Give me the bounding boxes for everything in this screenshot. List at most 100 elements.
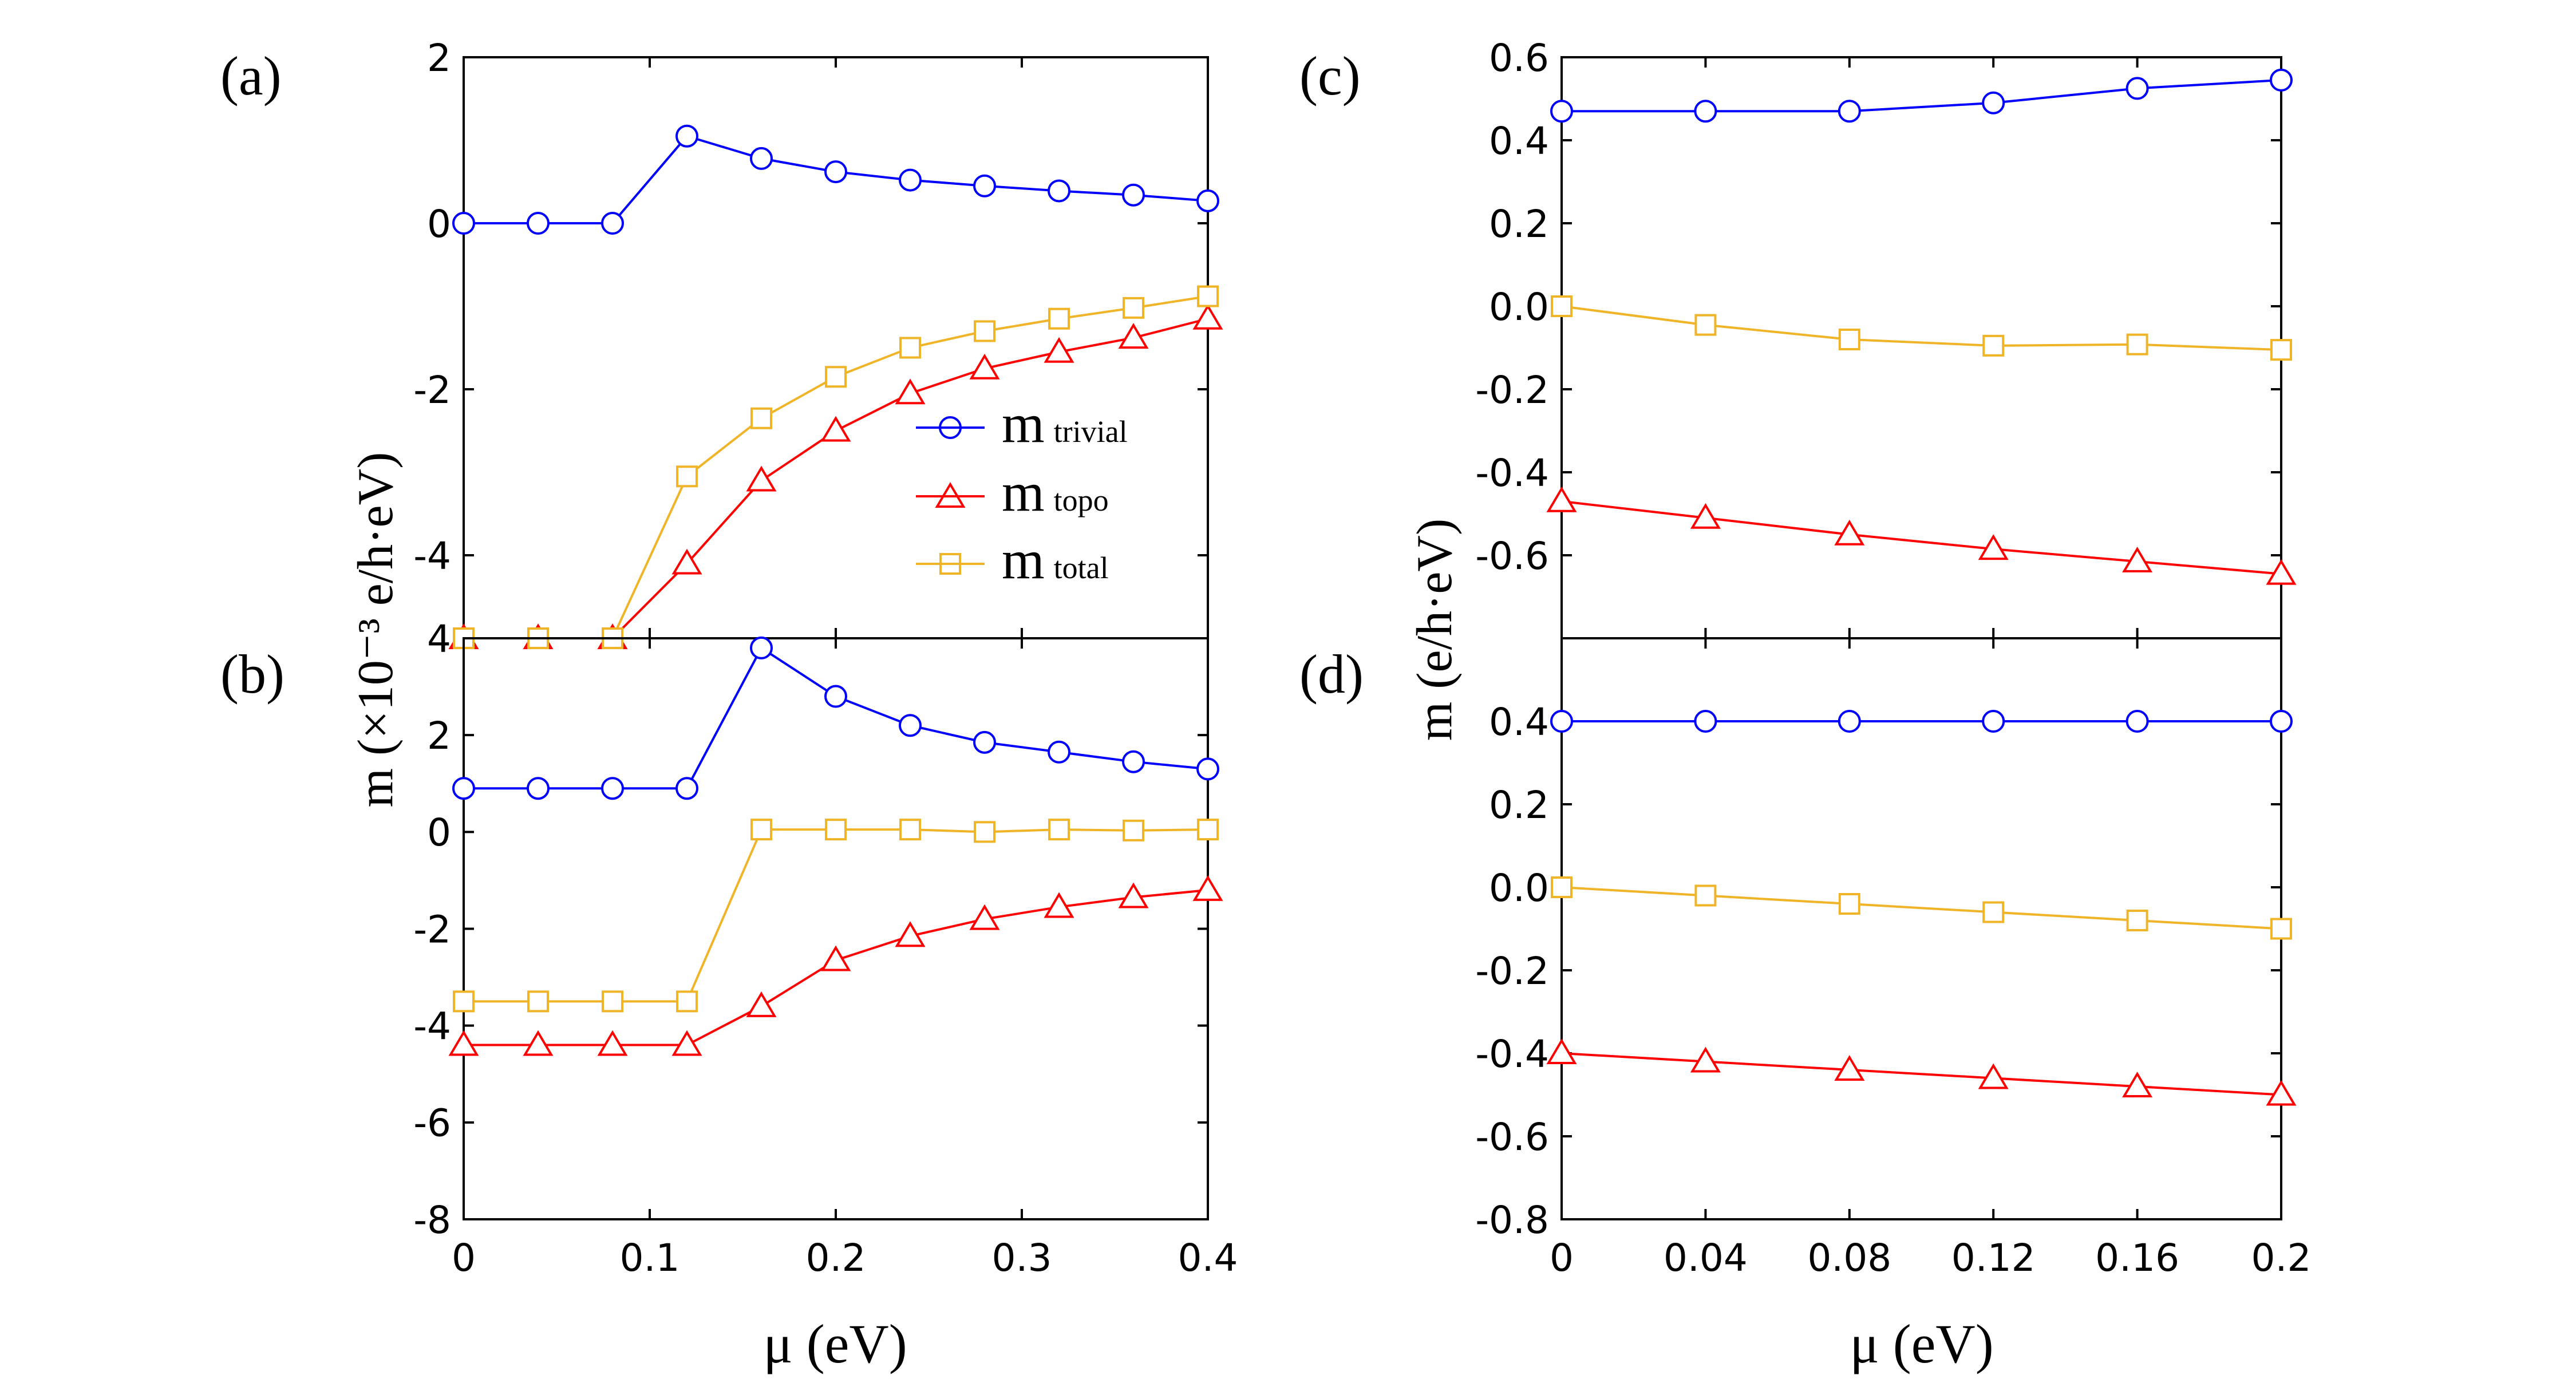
data-point: [1978, 1063, 2009, 1089]
data-point: [750, 147, 773, 170]
data-point: [1192, 303, 1223, 330]
data-point: [1551, 295, 1573, 317]
y-tick-label: -8: [413, 1198, 451, 1242]
data-point: [1550, 710, 1573, 733]
x-tick-label: 0.12: [1951, 1236, 2036, 1280]
data-point: [452, 777, 475, 800]
y-tick-label: 0.0: [1489, 866, 1549, 910]
plot-c: 0.6 0.4 0.2 0.0 -0.2 -0.4 -0.6: [1475, 36, 2297, 639]
data-point: [1118, 323, 1149, 349]
legend-sub-trivial: trivial: [1054, 414, 1128, 449]
series-line: [1561, 500, 2282, 575]
data-point: [899, 714, 922, 737]
y-tick-label: 0.4: [1489, 119, 1549, 163]
plot-d: 0.4 0.2 0.0 -0.2 -0.4 -0.6 -0.80 0.04 0.08 0.12 0.…: [1475, 637, 2311, 1280]
data-point: [1048, 819, 1070, 841]
data-point: [597, 1030, 628, 1056]
data-point: [675, 777, 698, 800]
data-point: [974, 821, 995, 843]
data-point: [527, 777, 550, 800]
data-point: [1196, 757, 1219, 781]
data-point: [2126, 910, 2148, 931]
data-point: [2270, 339, 2292, 361]
data-point: [1122, 750, 1145, 773]
data-point: [602, 990, 623, 1013]
data-point: [1122, 183, 1145, 207]
data-point: [824, 685, 847, 708]
data-point: [1838, 329, 1860, 350]
x-tick-label: 0.3: [992, 1236, 1052, 1280]
y-tick-label: -4: [413, 1004, 451, 1048]
panel-label-d: (d): [1299, 643, 1364, 705]
x-axis-label-left: μ (eV): [763, 1313, 907, 1374]
x-tick-label: 0.2: [806, 1236, 866, 1280]
data-point: [973, 730, 996, 754]
data-point: [1546, 486, 1577, 512]
y-tick-label: 2: [427, 36, 451, 80]
data-point: [523, 1030, 554, 1056]
y-tick-label: -0.2: [1475, 949, 1549, 993]
data-point: [1838, 893, 1860, 915]
x-axis-label-right: μ (eV): [1850, 1313, 1993, 1374]
data-point: [825, 366, 847, 388]
data-point: [820, 416, 851, 442]
data-point: [527, 212, 550, 235]
data-point: [1551, 876, 1573, 898]
y-tick-label: -4: [413, 534, 451, 578]
x-tick-label: 0: [452, 1236, 476, 1280]
series-line: [1562, 78, 2282, 113]
data-point: [899, 168, 922, 192]
data-point: [671, 1030, 702, 1056]
y-axis-label-right: m (e/h·eV): [1407, 519, 1463, 741]
data-point: [1694, 314, 1717, 336]
data-point: [2122, 1072, 2153, 1097]
y-tick-label: -2: [413, 907, 451, 951]
y-tick-label: -6: [413, 1101, 451, 1145]
data-point: [899, 819, 921, 841]
data-point: [2126, 333, 2148, 355]
series-m-topo: [448, 875, 1223, 1056]
series-m-total: [1551, 295, 2292, 361]
data-point: [2125, 77, 2149, 100]
data-point: [1694, 884, 1717, 907]
legend: m trivial m topo m total: [916, 393, 1128, 590]
data-point: [1694, 100, 1717, 123]
data-point: [1838, 710, 1861, 733]
legend-symbol-total: m: [1002, 529, 1045, 590]
x-tick-label: 0.08: [1807, 1236, 1891, 1280]
data-point: [1982, 91, 2005, 114]
series-line: [1561, 886, 2282, 930]
y-tick-label: -0.8: [1475, 1198, 1549, 1242]
data-point: [1690, 503, 1721, 529]
y-tick-label: -0.6: [1475, 534, 1549, 578]
series-m-total: [1551, 876, 2292, 940]
series-line: [1561, 305, 2282, 351]
data-point: [974, 320, 995, 342]
y-tick-label: 0.6: [1489, 36, 1549, 80]
series-m-total: [453, 819, 1219, 1013]
data-point: [1982, 710, 2005, 733]
data-point: [676, 990, 698, 1013]
series-m-trivial: [1550, 710, 2293, 733]
data-point: [448, 1030, 479, 1056]
y-axis-label-left: m (×10⁻³ e/h·eV): [348, 452, 404, 808]
data-point: [2266, 1080, 2297, 1106]
plot-b: 420-2-4-6-80 0.1 0.2 0.3 0.4: [413, 617, 1238, 1280]
y-tick-label: 0: [427, 811, 451, 855]
data-point: [1982, 334, 2005, 357]
data-point: [2266, 559, 2297, 585]
series-m-topo: [1546, 1038, 2297, 1106]
data-point: [1048, 740, 1070, 764]
data-point: [2125, 710, 2149, 733]
data-point: [601, 212, 624, 235]
data-point: [973, 174, 996, 197]
y-tick-label: -2: [413, 368, 451, 412]
data-point: [2270, 710, 2293, 733]
y-tick-label: 0.4: [1489, 700, 1549, 744]
series-m-trivial: [452, 124, 1219, 235]
data-point: [453, 990, 475, 1013]
data-point: [1044, 337, 1074, 363]
data-point: [1118, 882, 1149, 908]
